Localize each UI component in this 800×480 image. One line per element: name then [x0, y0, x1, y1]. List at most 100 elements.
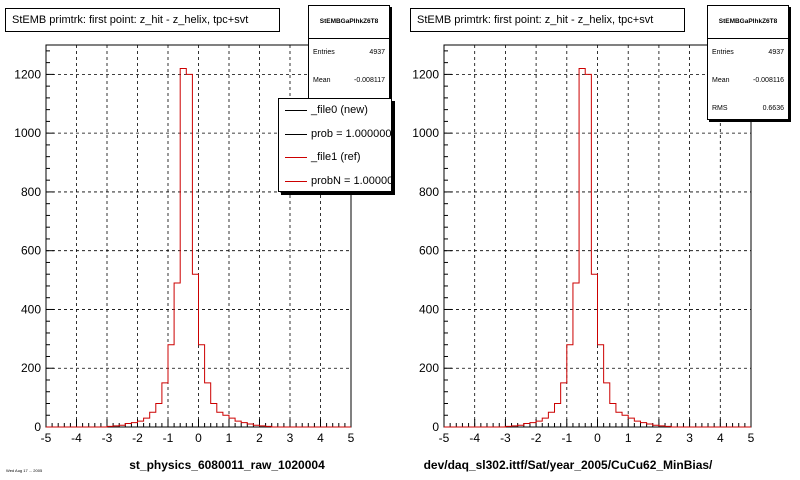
histogram-bin [174, 283, 180, 427]
x-tick-label: 0 [594, 431, 601, 445]
y-tick-label: 400 [21, 302, 41, 316]
x-tick-label: 5 [348, 431, 355, 445]
histogram-bin [229, 418, 235, 427]
legend-line [285, 157, 307, 158]
histogram-bin [223, 415, 229, 427]
histogram-bin [542, 418, 548, 427]
stats-value: 4937 [369, 49, 385, 56]
histogram-bin [555, 403, 561, 427]
x-tick-label: 3 [287, 431, 294, 445]
stats-value: -0.008116 [752, 77, 784, 84]
legend-entry-prob: prob = 1.000000 [279, 123, 391, 147]
x-tick-label: 2 [656, 431, 663, 445]
footer-timestamp: Wed Aug 17 ... 2005 [6, 468, 43, 473]
x-tick-label: -4 [469, 431, 480, 445]
y-tick-label: 1200 [412, 67, 439, 81]
y-tick-label: 800 [419, 185, 439, 199]
y-tick-label: 400 [419, 302, 439, 316]
x-tick-label: -2 [132, 431, 143, 445]
histogram-bin [211, 403, 217, 427]
panel-left-legend: _file0 (new) prob = 1.000000 _file1 (ref… [278, 98, 392, 192]
legend-entry-file0: _file0 (new) [279, 99, 391, 123]
histogram-bin [217, 412, 223, 427]
x-tick-label: 1 [226, 431, 233, 445]
legend-label: _file0 (new) [311, 104, 368, 116]
stats-label: Entries [712, 49, 734, 56]
x-tick-label: 1 [625, 431, 632, 445]
y-tick-label: 1000 [412, 126, 439, 140]
histogram-bin [150, 412, 156, 427]
x-tick-label: -5 [439, 431, 450, 445]
x-tick-label: 4 [317, 431, 324, 445]
y-tick-label: 0 [432, 420, 439, 434]
y-tick-label: 200 [419, 361, 439, 375]
histogram-bin [162, 383, 168, 427]
y-tick-label: 800 [21, 185, 41, 199]
histogram-bin [604, 383, 610, 427]
x-tick-label: -3 [500, 431, 511, 445]
histogram-bin [628, 418, 634, 427]
legend-entry-file1: _file1 (ref) [279, 146, 391, 170]
stats-value: 0.6636 [762, 105, 784, 112]
x-tick-label: -2 [531, 431, 542, 445]
panel-left-stats-box: StEMBGaPlhkZ6T8 Entries 4937 Mean -0.008… [308, 5, 390, 100]
histogram-bin [536, 421, 542, 427]
histogram-bin [241, 423, 247, 427]
stats-label: Mean [313, 77, 331, 84]
x-tick-label: -4 [71, 431, 82, 445]
panel-right-title: StEMB primtrk: first point: z_hit - z_he… [410, 8, 685, 32]
histogram-series [46, 68, 351, 428]
histogram-bin [180, 69, 186, 427]
x-tick-label: -1 [561, 431, 572, 445]
legend-line [285, 180, 307, 182]
y-tick-label: 0 [34, 420, 41, 434]
histogram-bin [144, 418, 150, 427]
histogram-bin [156, 403, 162, 427]
y-tick-label: 600 [419, 244, 439, 258]
histogram-series [444, 68, 751, 428]
legend-label: prob = 1.000000 [311, 127, 392, 140]
histogram-bin [235, 421, 241, 427]
panel-right-stats-box: StEMBGaPlhkZ6T8 Entries 4937 Mean -0.008… [707, 5, 789, 120]
stats-row-rms: RMS 0.6636 [708, 95, 788, 123]
stats-row-entries: Entries 4937 [309, 39, 389, 67]
histogram-bin [616, 412, 622, 427]
legend-line [285, 133, 307, 135]
stats-row-mean: Mean -0.008117 [309, 67, 389, 95]
x-axis-title: dev/daq_sl302.ittf/Sat/year_2005/CuCu62_… [424, 458, 713, 472]
y-tick-label: 200 [21, 361, 41, 375]
histogram-bin [567, 345, 573, 427]
x-tick-label: -3 [102, 431, 113, 445]
histogram-bin [561, 383, 567, 427]
y-tick-label: 1000 [14, 126, 41, 140]
y-tick-label: 600 [21, 244, 41, 258]
x-tick-label: 2 [256, 431, 263, 445]
histogram-bin [530, 423, 536, 427]
panel-right-plot: -5 -4 -3 -2 -1 0 1 2 3 4 5 0 200 400 600 800 1000 1200 dev… [412, 44, 755, 472]
stats-row-mean: Mean -0.008116 [708, 67, 788, 95]
x-tick-label: 0 [195, 431, 202, 445]
histogram-bin [131, 423, 137, 427]
legend-entry-probn: probN = 1.000000 [279, 170, 391, 192]
histogram-bin [125, 423, 131, 427]
stats-name: StEMBGaPlhkZ6T8 [708, 6, 788, 39]
histogram-bin [205, 383, 211, 427]
panel-left-plot: -5 -4 -3 -2 -1 0 1 2 3 4 5 0 200 400 600 800 1000 1200 st_… [14, 44, 355, 472]
histogram-bin [199, 345, 205, 427]
stats-label: RMS [712, 105, 728, 112]
histogram-bin [524, 423, 530, 427]
x-tick-label: -5 [41, 431, 52, 445]
x-axis-title: st_physics_6080011_raw_1020004 [129, 458, 325, 472]
x-tick-label: 3 [686, 431, 693, 445]
y-tick-label: 1200 [14, 67, 41, 81]
histogram-bin [548, 412, 554, 427]
histogram-bin [640, 423, 646, 427]
x-tick-label: -1 [163, 431, 174, 445]
stats-row-entries: Entries 4937 [708, 39, 788, 67]
histogram-bin [138, 421, 144, 427]
stats-name: StEMBGaPlhkZ6T8 [309, 6, 389, 39]
histogram-bin [168, 345, 174, 427]
stats-value: 4937 [768, 49, 784, 56]
stats-label: Mean [712, 77, 730, 84]
